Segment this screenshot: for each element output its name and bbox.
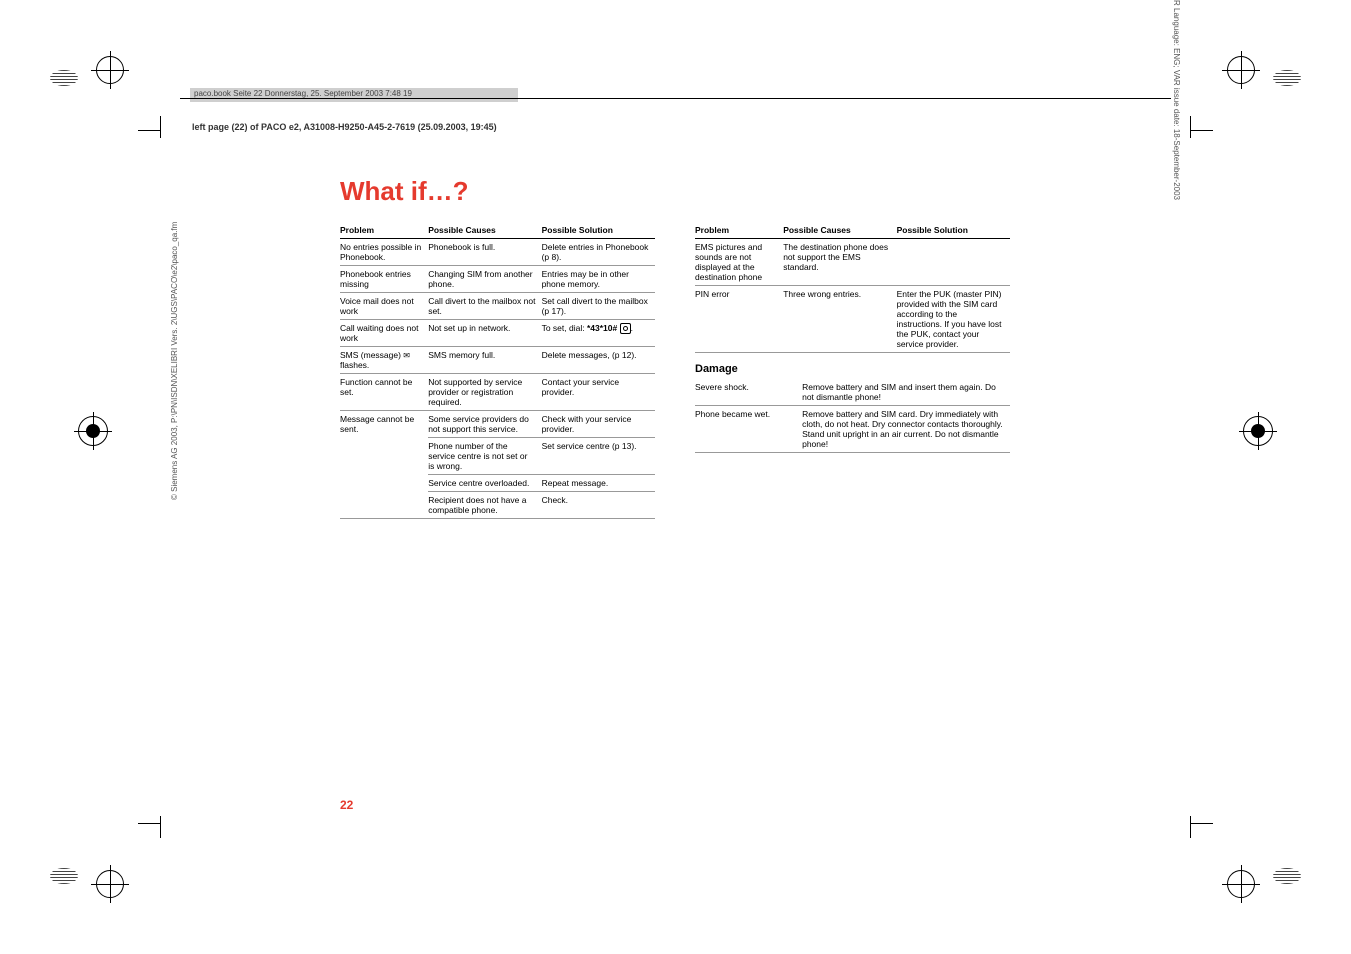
page-number: 22 <box>340 798 353 812</box>
print-hatch <box>50 868 78 884</box>
print-hatch <box>1273 868 1301 884</box>
cell: Phonebook is full. <box>428 239 541 266</box>
crop-mark <box>138 130 160 131</box>
cell: Function cannot be set. <box>340 374 428 411</box>
table-row: Severe shock.Remove battery and SIM and … <box>695 379 1010 406</box>
table-row: Call waiting does not workNot set up in … <box>340 320 655 347</box>
crop-mark <box>1190 116 1191 138</box>
envelope-icon: ✉ <box>403 351 410 360</box>
cell: Call waiting does not work <box>340 320 428 347</box>
troubleshoot-table-2: Problem Possible Causes Possible Solutio… <box>695 222 1010 353</box>
cell: Repeat message. <box>542 475 655 492</box>
cell: Set service centre (p 13). <box>542 438 655 475</box>
crop-mark <box>160 816 161 838</box>
table-row: SMS (message) ✉ flashes.SMS memory full.… <box>340 347 655 374</box>
print-target <box>78 416 108 446</box>
crop-mark <box>1191 130 1213 131</box>
print-hatch <box>1273 70 1301 86</box>
th-solution: Possible Solution <box>542 222 655 239</box>
cell: Set call divert to the mailbox (p 17). <box>542 293 655 320</box>
table-row: EMS pictures and sounds are not displaye… <box>695 239 1010 286</box>
print-footer-left: left page (22) of PACO e2, A31008-H9250-… <box>192 122 497 132</box>
th-solution: Possible Solution <box>897 222 1010 239</box>
cell: Phone number of the service centre is no… <box>428 438 541 475</box>
troubleshoot-table-1: Problem Possible Causes Possible Solutio… <box>340 222 655 519</box>
cell: Message cannot be sent. <box>340 411 428 519</box>
registration-mark <box>96 870 124 898</box>
cell: Check. <box>542 492 655 519</box>
cell: Entries may be in other phone memory. <box>542 266 655 293</box>
damage-heading: Damage <box>695 363 1010 375</box>
table-row: Phone became wet.Remove battery and SIM … <box>695 406 1010 453</box>
cell <box>897 239 1010 286</box>
cell: Recipient does not have a compatible pho… <box>428 492 541 519</box>
cell: Remove battery and SIM and insert them a… <box>802 379 1010 406</box>
cell: Delete messages, (p 12). <box>542 347 655 374</box>
table-row: Function cannot be set.Not supported by … <box>340 374 655 411</box>
cell: Some service providers do not support th… <box>428 411 541 438</box>
print-side-left: © Siemens AG 2003, P:\PN\ISDN\XELIBRI Ve… <box>170 222 179 500</box>
table-row: No entries possible in Phonebook.Phonebo… <box>340 239 655 266</box>
cell: Remove battery and SIM card. Dry immedia… <box>802 406 1010 453</box>
crop-mark <box>160 116 161 138</box>
page-title: What if…? <box>340 176 469 207</box>
cell: Call divert to the mailbox not set. <box>428 293 541 320</box>
print-target <box>1243 416 1273 446</box>
cell: Phone became wet. <box>695 406 802 453</box>
cell: No entries possible in Phonebook. <box>340 239 428 266</box>
th-causes: Possible Causes <box>428 222 541 239</box>
th-problem: Problem <box>695 222 783 239</box>
cell: Severe shock. <box>695 379 802 406</box>
cell: Not set up in network. <box>428 320 541 347</box>
table-row: Message cannot be sent.Some service prov… <box>340 411 655 438</box>
cell: Voice mail does not work <box>340 293 428 320</box>
crop-mark <box>1191 823 1213 824</box>
damage-table: Severe shock.Remove battery and SIM and … <box>695 379 1010 453</box>
dial-button-icon <box>620 323 631 334</box>
cell: SMS (message) ✉ flashes. <box>340 347 428 374</box>
cell: Changing SIM from another phone. <box>428 266 541 293</box>
th-causes: Possible Causes <box>783 222 896 239</box>
th-problem: Problem <box>340 222 428 239</box>
print-side-right: VAR Language: ENG; VAR issue date: 18-Se… <box>1172 0 1181 200</box>
table-row: PIN errorThree wrong entries.Enter the P… <box>695 286 1010 353</box>
cell: Phonebook entries missing <box>340 266 428 293</box>
registration-mark <box>96 56 124 84</box>
content-area: Problem Possible Causes Possible Solutio… <box>340 222 1010 519</box>
registration-mark <box>1227 870 1255 898</box>
cell: Check with your service provider. <box>542 411 655 438</box>
cell: Contact your service provider. <box>542 374 655 411</box>
footer-text: left page (22) of PACO e2, A31008-H9250-… <box>192 122 497 132</box>
cell: SMS memory full. <box>428 347 541 374</box>
left-column: Problem Possible Causes Possible Solutio… <box>340 222 655 519</box>
cell: Not supported by service provider or reg… <box>428 374 541 411</box>
table-row: Voice mail does not workCall divert to t… <box>340 293 655 320</box>
table-row: Phonebook entries missingChanging SIM fr… <box>340 266 655 293</box>
crop-mark <box>138 823 160 824</box>
print-header-rule <box>180 98 1171 100</box>
cell: The destination phone does not support t… <box>783 239 896 286</box>
cell: Delete entries in Phonebook (p 8). <box>542 239 655 266</box>
cell: Enter the PUK (master PIN) provided with… <box>897 286 1010 353</box>
print-hatch <box>50 70 78 86</box>
cell: EMS pictures and sounds are not displaye… <box>695 239 783 286</box>
cell: To set, dial: *43*10# . <box>542 320 655 347</box>
cell: Three wrong entries. <box>783 286 896 353</box>
cell: Service centre overloaded. <box>428 475 541 492</box>
registration-mark <box>1227 56 1255 84</box>
cell: PIN error <box>695 286 783 353</box>
right-column: Problem Possible Causes Possible Solutio… <box>695 222 1010 519</box>
crop-mark <box>1190 816 1191 838</box>
